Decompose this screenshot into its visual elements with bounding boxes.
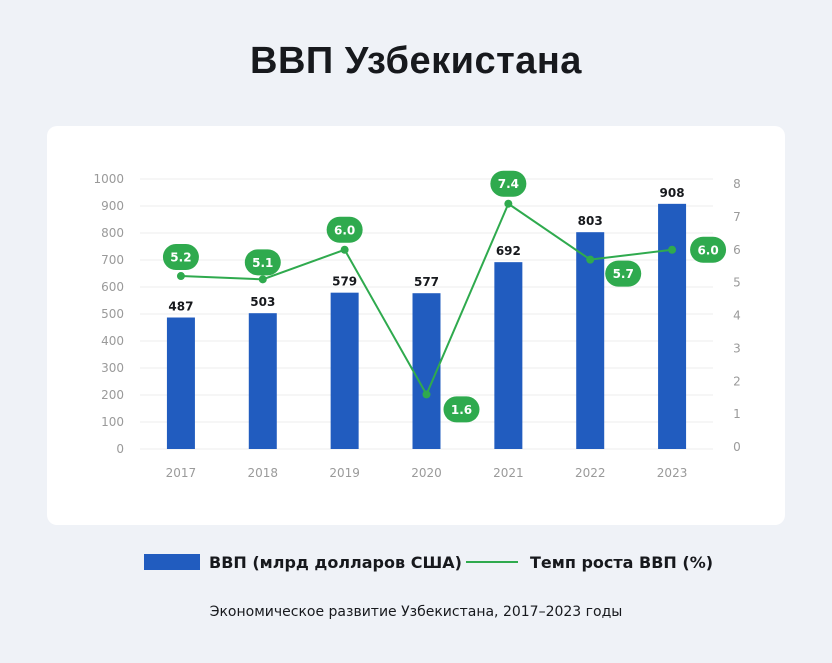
growth-point: [340, 245, 349, 254]
bar-2019: [330, 292, 359, 449]
left-axis-tick: 900: [101, 199, 124, 213]
growth-value-label: 5.7: [613, 267, 634, 281]
growth-value-pill: [490, 170, 527, 197]
legend-item-gdp: ВВП (млрд долларов США): [144, 549, 462, 575]
x-axis-tick: 2017: [166, 466, 197, 480]
right-axis-tick: 1: [733, 407, 741, 421]
right-axis-tick: 4: [733, 309, 741, 323]
bar-2023: [658, 203, 687, 449]
growth-value-label: 7.4: [498, 177, 519, 191]
left-axis-tick: 600: [101, 280, 124, 294]
chart-title: ВВП Узбекистана: [250, 40, 582, 82]
growth-value-pill: [162, 244, 199, 271]
growth-point: [668, 245, 677, 254]
bar-value-label: 579: [332, 275, 357, 289]
growth-value-pill: [690, 236, 727, 263]
left-axis-tick: 500: [101, 307, 124, 321]
right-axis-tick: 6: [733, 243, 741, 257]
x-axis-tick: 2023: [657, 466, 688, 480]
growth-point: [258, 275, 267, 284]
growth-value-label: 5.2: [170, 251, 191, 265]
left-axis-tick: 800: [101, 226, 124, 240]
growth-point: [422, 390, 431, 399]
left-axis-tick: 400: [101, 334, 124, 348]
x-axis-tick: 2022: [575, 466, 606, 480]
right-axis-tick: 3: [733, 341, 741, 355]
bar-value-label: 692: [496, 244, 521, 258]
left-axis-tick: 300: [101, 361, 124, 375]
right-axis-tick: 0: [733, 440, 741, 454]
right-axis-tick: 5: [733, 276, 741, 290]
growth-value-pill: [443, 396, 480, 423]
bar-value-label: 803: [578, 214, 603, 228]
growth-value-label: 5.1: [252, 256, 273, 270]
bar-2022: [576, 232, 605, 449]
left-axis-tick: 200: [101, 388, 124, 402]
right-axis-tick: 2: [733, 374, 741, 388]
x-axis-tick: 2020: [411, 466, 442, 480]
bar-2021: [494, 262, 523, 449]
legend-bar-swatch: [144, 554, 200, 570]
chart-card: 0 100 200 300 400 500 600 700 800 900 1000 0 1 2 3 4 5 6 7…: [47, 126, 785, 525]
left-axis-tick: 700: [101, 253, 124, 267]
growth-point: [504, 199, 513, 208]
chart-caption: Экономическое развитие Узбекистана, 2017…: [209, 604, 623, 620]
bar-2017: [166, 317, 195, 449]
legend-label-gdp: ВВП (млрд долларов США): [209, 552, 462, 572]
x-axis-tick: 2018: [248, 466, 279, 480]
growth-value-label: 6.0: [334, 223, 355, 237]
bar-value-label: 577: [414, 275, 439, 289]
growth-value-pill: [605, 260, 642, 287]
right-axis-tick: 7: [733, 210, 741, 224]
growth-value-label: 1.6: [451, 403, 472, 417]
x-axis-tick: 2019: [329, 466, 360, 480]
combo-chart: 0 100 200 300 400 500 600 700 800 900 1000 0 1 2 3 4 5 6 7…: [93, 170, 741, 480]
legend-line-swatch: [466, 561, 518, 563]
left-axis-tick: 100: [101, 415, 124, 429]
growth-value-pill: [244, 249, 281, 276]
bar-2018: [248, 313, 277, 449]
x-axis-tick: 2021: [493, 466, 524, 480]
legend: ВВП (млрд долларов США) Темп роста ВВП (…: [0, 549, 832, 575]
growth-value-label: 6.0: [697, 243, 718, 257]
growth-point: [176, 272, 185, 281]
legend-item-growth: Темп роста ВВП (%): [466, 549, 713, 575]
growth-point: [586, 255, 595, 264]
bar-value-label: 487: [168, 300, 193, 314]
legend-label-growth: Темп роста ВВП (%): [530, 552, 714, 572]
bar-value-label: 908: [660, 186, 685, 200]
left-axis-tick: 0: [116, 442, 124, 456]
right-axis-tick: 8: [733, 177, 741, 191]
left-axis-tick: 1000: [93, 172, 124, 186]
bar-value-label: 503: [250, 295, 275, 309]
growth-value-pill: [326, 216, 363, 243]
